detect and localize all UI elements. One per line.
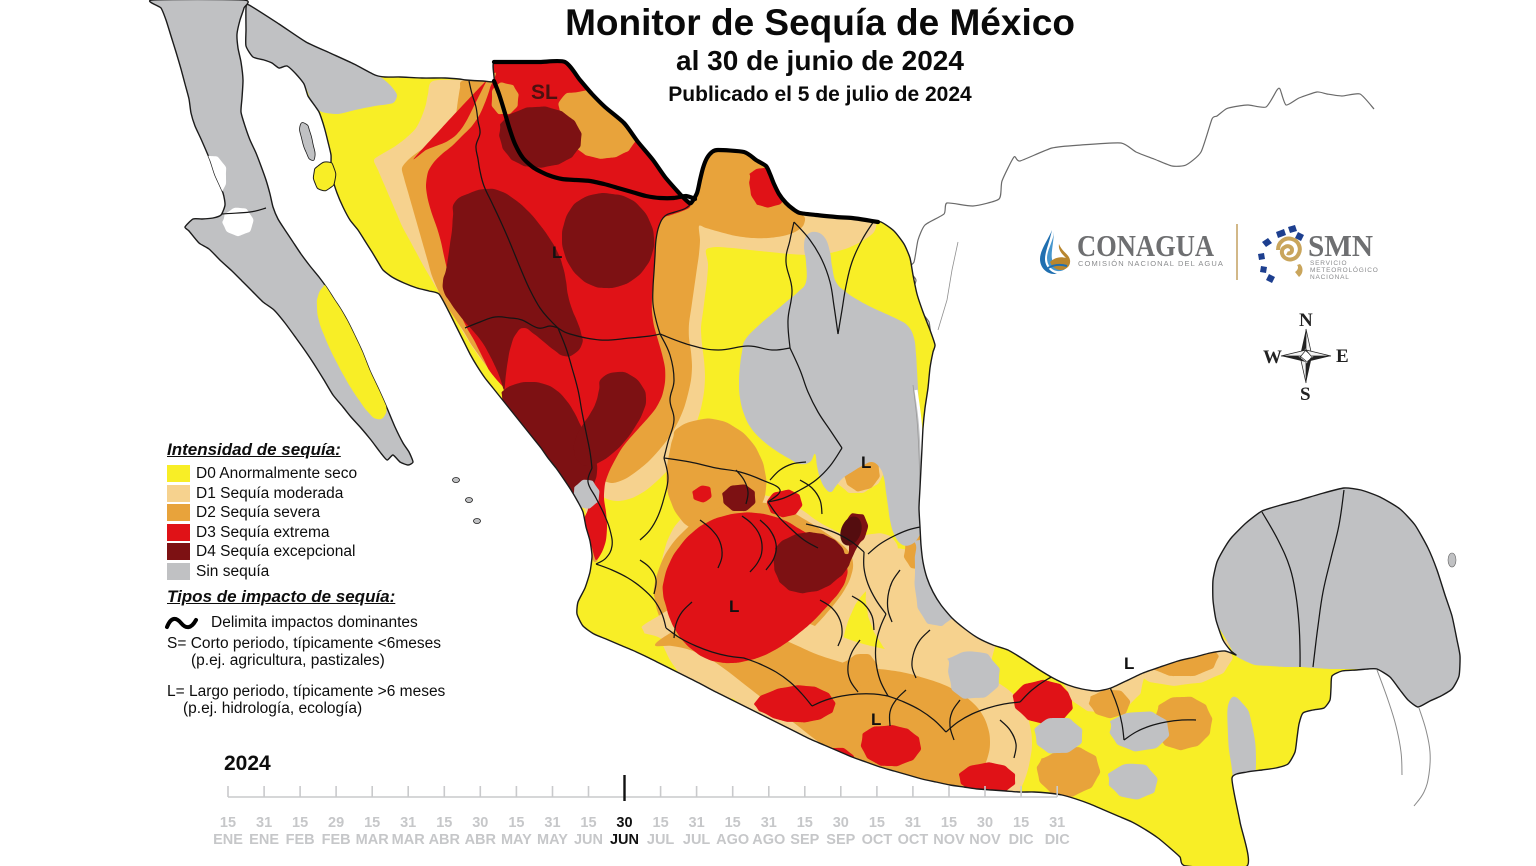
svg-text:CONAGUA: CONAGUA [1077, 228, 1215, 263]
svg-text:SL: SL [531, 81, 558, 104]
svg-text:L: L [552, 243, 562, 262]
svg-text:N: N [1299, 310, 1313, 331]
svg-text:E: E [1336, 346, 1349, 367]
svg-text:L: L [1124, 654, 1134, 673]
svg-text:METEOROLÓGICO: METEOROLÓGICO [1310, 265, 1379, 274]
svg-text:NACIONAL: NACIONAL [1310, 274, 1350, 281]
svg-text:W: W [1263, 347, 1282, 368]
svg-text:COMISIÓN NACIONAL DEL AGUA: COMISIÓN NACIONAL DEL AGUA [1078, 259, 1224, 268]
svg-text:SERVICIO: SERVICIO [1310, 260, 1347, 267]
svg-text:L: L [861, 453, 871, 472]
svg-text:S: S [1300, 384, 1311, 405]
svg-text:SMN: SMN [1308, 228, 1373, 263]
svg-text:L: L [729, 597, 739, 616]
svg-text:L: L [871, 710, 881, 729]
